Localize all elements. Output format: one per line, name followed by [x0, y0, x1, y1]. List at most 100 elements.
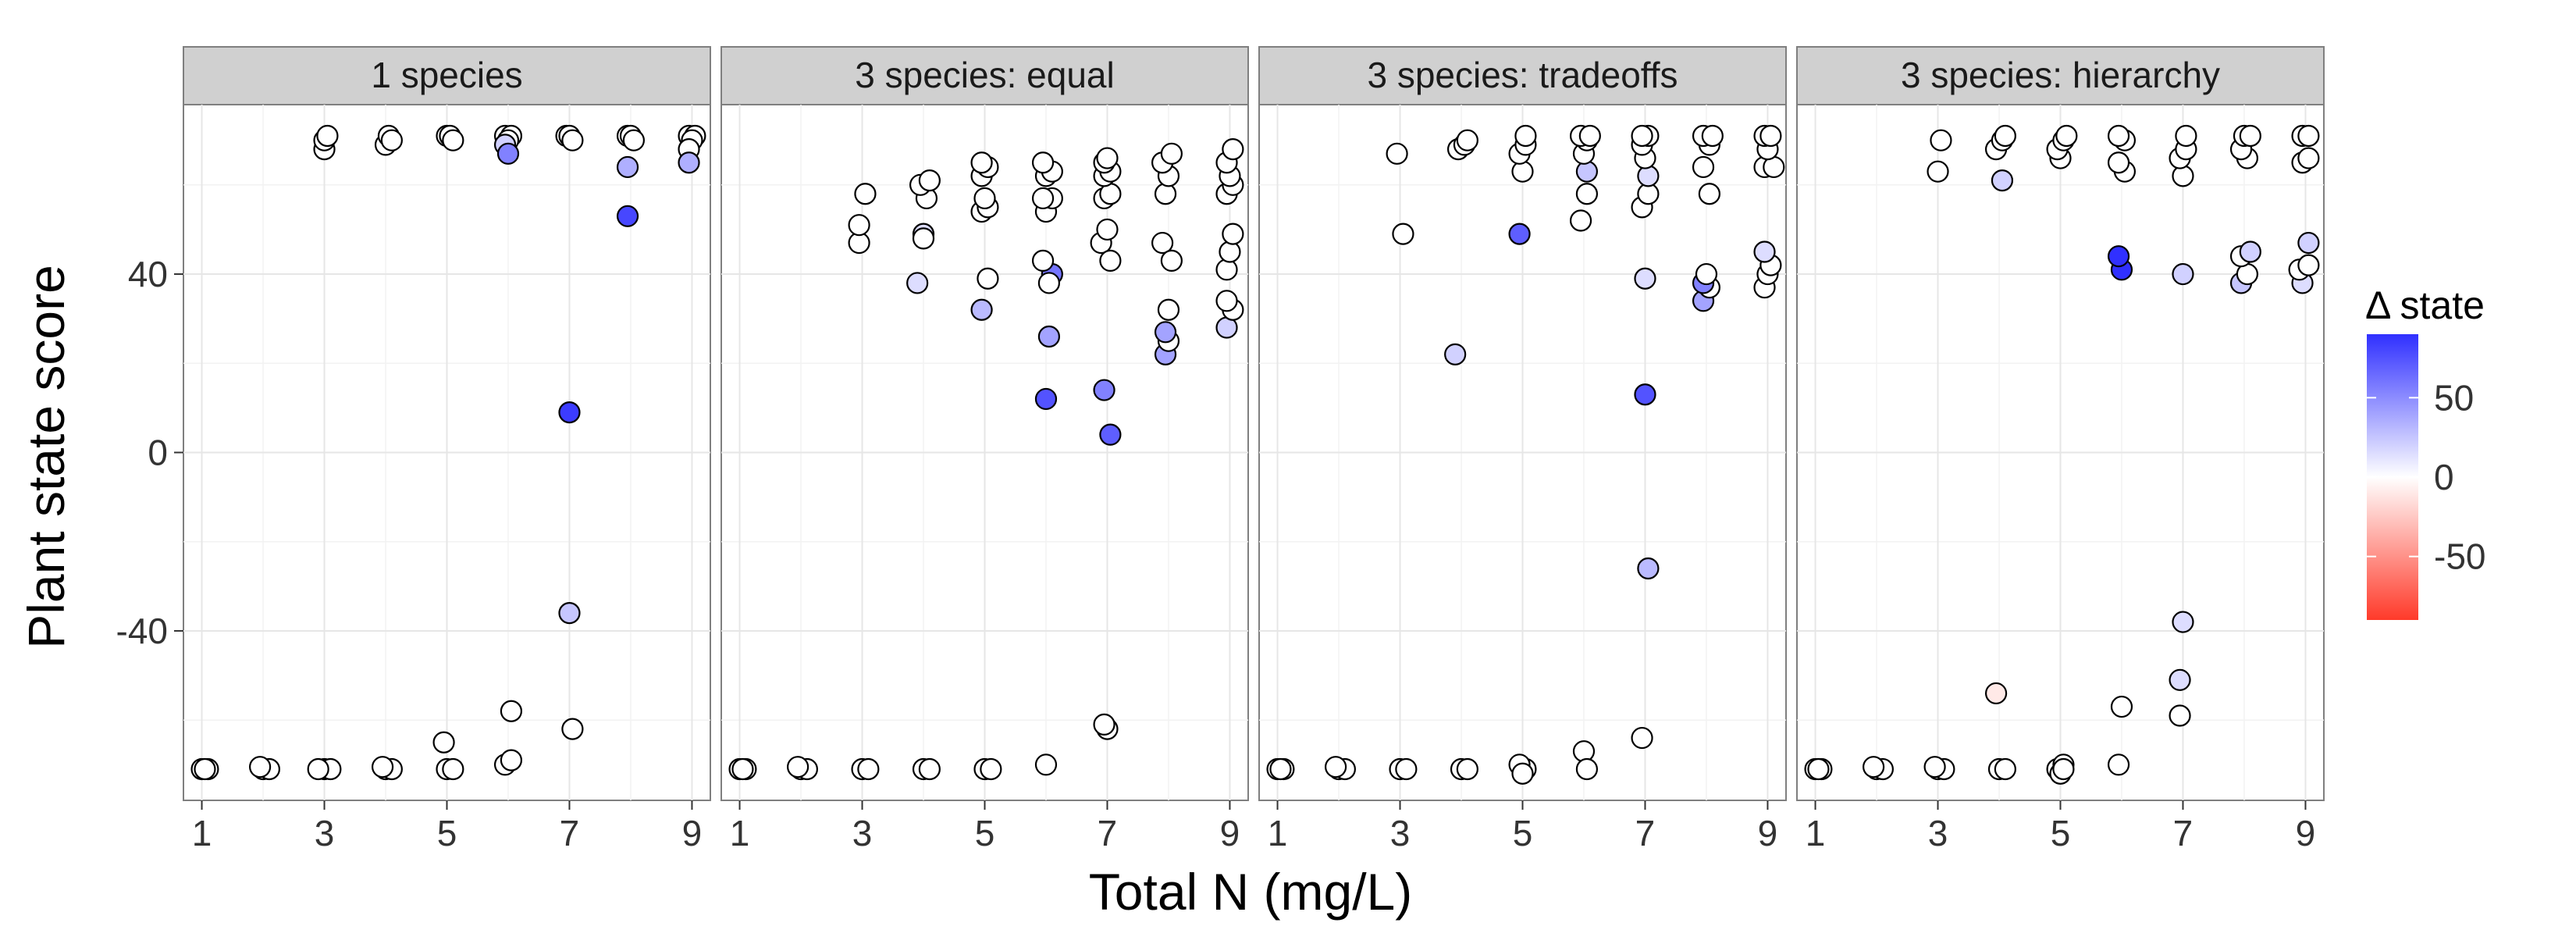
- data-point: [973, 187, 996, 210]
- data-point: [500, 700, 523, 722]
- data-point: [2107, 754, 2130, 776]
- data-point: [1994, 757, 2016, 781]
- data-point: [1031, 187, 1055, 210]
- data-point: [1578, 124, 1601, 148]
- x-tick-label: 9: [682, 813, 703, 853]
- data-point: [906, 272, 929, 294]
- panel: 3 species: tradeoffs 1 3 5 7 9: [1258, 46, 1787, 853]
- panel-title: 3 species: hierarchy: [1901, 55, 2220, 95]
- points: [1266, 124, 1785, 785]
- data-point: [1222, 138, 1244, 161]
- legend-tick-label: -50: [2434, 536, 2485, 577]
- x-tick-label: 9: [1220, 813, 1240, 853]
- data-point: [1637, 557, 1660, 580]
- data-point: [2055, 124, 2078, 148]
- x-tick-label: 5: [975, 813, 995, 853]
- data-point: [1637, 165, 1660, 187]
- data-point: [970, 151, 993, 174]
- data-point: [307, 757, 329, 781]
- points: [728, 138, 1244, 781]
- data-point: [2172, 262, 2194, 286]
- data-point: [2172, 165, 2194, 187]
- x-tick-label: 7: [1098, 813, 1118, 853]
- data-point: [1386, 142, 1408, 165]
- data-point: [2175, 124, 2197, 148]
- data-point: [1692, 155, 1715, 179]
- data-point: [1575, 757, 1599, 781]
- x-tick-label: 1: [1806, 813, 1826, 853]
- data-point: [432, 731, 455, 754]
- data-point: [316, 124, 339, 148]
- panel-strip: [1258, 46, 1787, 105]
- data-point: [1392, 223, 1414, 245]
- x-tick-label: 1: [1268, 813, 1288, 853]
- data-point: [1927, 160, 1949, 183]
- data-point: [1099, 249, 1122, 273]
- panel: 3 species: hierarchy 1 3 5 7 9: [1796, 46, 2325, 853]
- data-point: [1634, 267, 1656, 290]
- data-point: [1325, 756, 1347, 778]
- panel: 1 species 1 3 5 7 9: [183, 46, 711, 853]
- data-point: [854, 183, 877, 205]
- data-point: [1631, 726, 1653, 750]
- x-tick-label: 1: [192, 813, 212, 853]
- x-tick-label: 5: [437, 813, 457, 853]
- data-point: [1514, 124, 1537, 148]
- panel-strip: [1796, 46, 2325, 105]
- data-point: [1395, 757, 1418, 781]
- data-point: [2169, 668, 2191, 691]
- y-tick-label: -40: [116, 611, 168, 651]
- data-point: [1923, 756, 1946, 778]
- data-point: [558, 602, 581, 625]
- data-point: [561, 718, 584, 740]
- data-point: [1444, 343, 1467, 365]
- data-point: [1511, 762, 1534, 785]
- data-point: [1698, 183, 1720, 205]
- data-point: [249, 756, 272, 778]
- points: [190, 124, 706, 781]
- x-tick-label: 3: [1928, 813, 1948, 853]
- legend-tick-label: 0: [2434, 457, 2454, 497]
- x-tick-label: 1: [730, 813, 750, 853]
- y-tick-label: 0: [148, 433, 168, 473]
- data-point: [1991, 169, 2014, 192]
- data-point: [622, 129, 645, 151]
- data-point: [1575, 160, 1599, 183]
- x-tick-label: 3: [852, 813, 873, 853]
- x-tick-label: 5: [1513, 813, 1533, 853]
- data-point: [496, 142, 520, 165]
- data-point: [1634, 383, 1656, 406]
- data-point: [371, 756, 394, 778]
- data-point: [1701, 124, 1724, 148]
- panel: 3 species: equal 1 3 5 7 9: [720, 46, 1249, 853]
- data-point: [1031, 151, 1055, 174]
- data-point: [2169, 704, 2191, 727]
- data-point: [1093, 379, 1115, 401]
- data-point: [1096, 218, 1119, 241]
- data-point: [970, 298, 993, 321]
- x-tick-label: 7: [1635, 813, 1656, 853]
- data-point: [2239, 240, 2261, 263]
- data-point: [1215, 258, 1238, 281]
- data-point: [1151, 231, 1174, 255]
- legend-tick-label: 50: [2434, 377, 2474, 418]
- data-point: [2107, 124, 2130, 148]
- data-point: [2297, 231, 2320, 255]
- x-tick-label: 9: [2296, 813, 2316, 853]
- data-point: [1034, 387, 1058, 411]
- data-point: [857, 757, 880, 781]
- data-point: [1037, 325, 1061, 348]
- data-point: [1219, 240, 1241, 263]
- gridlines: [1797, 105, 2324, 800]
- points: [1804, 124, 2320, 785]
- data-point: [2172, 611, 2194, 633]
- data-point: [1631, 124, 1653, 148]
- data-point: [1456, 129, 1478, 151]
- data-point: [678, 151, 700, 174]
- data-point: [442, 129, 464, 151]
- data-point: [1572, 740, 1596, 763]
- panel-title: 3 species: equal: [855, 55, 1114, 95]
- data-point: [1759, 124, 1782, 148]
- data-point: [1569, 209, 1592, 232]
- data-point: [1863, 756, 1885, 778]
